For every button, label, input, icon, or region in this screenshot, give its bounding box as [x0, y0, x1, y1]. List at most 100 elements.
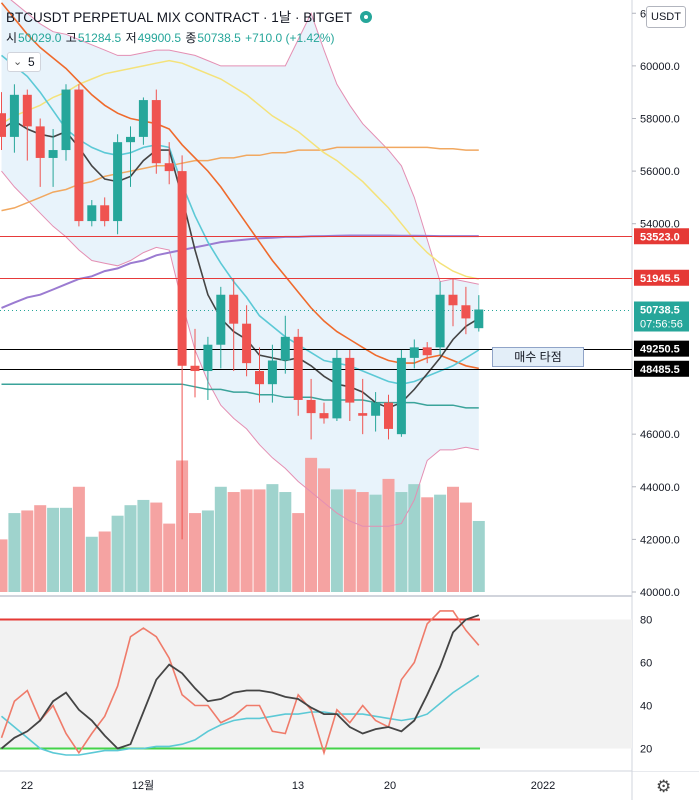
candle-body	[280, 336, 290, 361]
gear-icon[interactable]: ⚙	[656, 777, 672, 796]
volume-bar	[98, 531, 111, 592]
candle-body	[22, 94, 32, 127]
price-tick-label: 60000.0	[640, 61, 680, 73]
candle-body	[345, 357, 355, 403]
volume-bar	[330, 489, 343, 592]
close-label: 종	[185, 31, 197, 45]
candle-body	[48, 150, 58, 158]
volume-bar	[85, 536, 98, 592]
candle-body	[164, 163, 174, 172]
candle-body	[138, 100, 148, 137]
chart-header: BTCUSDT PERPETUAL MIX CONTRACT · 1날 · BI…	[6, 6, 372, 26]
stoch-tick-label: 80	[640, 615, 652, 627]
last-price-label: 50738.5	[640, 305, 680, 317]
stoch-d-line	[0, 614, 480, 750]
candle-body	[422, 347, 432, 356]
stoch-k-line	[0, 610, 480, 756]
volume-bar	[459, 502, 472, 592]
volume-bar	[60, 507, 72, 592]
volume-bar	[292, 513, 305, 592]
price-tick-label: 44000.0	[640, 482, 680, 494]
symbol-title[interactable]: BTCUSDT PERPETUAL MIX CONTRACT · 1날 · BI…	[6, 10, 352, 25]
candle-body	[474, 309, 484, 329]
volume-bar	[382, 478, 395, 592]
candle-body	[319, 413, 329, 419]
candle-body	[396, 357, 406, 435]
time-tick-label: 12월	[132, 779, 154, 792]
volume-bar	[201, 510, 214, 592]
bollinger-band-fill	[1, 0, 479, 527]
volume-bar	[266, 484, 279, 592]
candle-body	[100, 205, 110, 222]
level-badge-label: 49250.5	[640, 344, 680, 356]
volume-bar	[318, 468, 330, 592]
candle-body	[229, 294, 239, 324]
low-value: 49900.5	[137, 31, 181, 45]
time-tick-label: 22	[21, 780, 33, 792]
candle-body	[61, 89, 71, 151]
candle-body	[435, 294, 445, 348]
bollinger-lower-line	[1, 170, 479, 527]
level-badge	[634, 360, 689, 377]
candle-body	[126, 136, 135, 143]
level-badge-label: 48485.5	[640, 364, 680, 376]
level-badge	[634, 340, 689, 357]
ohlc-readout: 시50029.0 고51284.5 저49900.5 종50738.5 +710…	[6, 29, 336, 46]
candle-body	[74, 89, 84, 222]
indicators-toggle[interactable]: ⌄ 5	[7, 52, 41, 72]
candle-body	[332, 357, 342, 419]
market-open-icon	[359, 11, 372, 23]
close-value: 50738.5	[197, 31, 241, 45]
candle-body	[384, 402, 393, 429]
candle-body	[87, 205, 97, 222]
volume-bar	[369, 494, 382, 592]
price-tick-label: 42000.0	[640, 534, 680, 546]
candle-body	[0, 113, 6, 137]
candle-body	[306, 399, 316, 414]
volume-bar	[150, 502, 163, 592]
volume-bar	[137, 499, 150, 592]
price-tick-label: 54000.0	[640, 219, 680, 231]
volume-bar	[305, 457, 318, 592]
open-label: 시	[6, 31, 18, 45]
high-label: 고	[65, 31, 77, 45]
level-badge-label: 51945.5	[640, 273, 680, 285]
time-tick-label: 13	[292, 780, 304, 792]
chevron-down-icon: ⌄	[13, 56, 23, 68]
volume-bar	[0, 539, 8, 592]
low-label: 저	[125, 31, 137, 45]
candle-body	[242, 323, 252, 364]
volume-bar	[472, 520, 485, 592]
price-tick-label: 58000.0	[640, 113, 680, 125]
volume-bar	[408, 484, 421, 592]
candle-body	[267, 360, 277, 385]
candle-body	[35, 126, 45, 158]
level-badge	[634, 228, 689, 245]
volume-bar	[21, 510, 34, 592]
indicator-count: 5	[28, 55, 35, 69]
buy-point-label[interactable]: 매수 타점	[492, 347, 584, 367]
volume-bar	[214, 486, 227, 592]
price-tick-label: 56000.0	[640, 166, 680, 178]
candle-body	[409, 347, 419, 358]
volume-bar	[72, 486, 85, 592]
candle-body	[203, 344, 213, 372]
level-badge	[634, 269, 689, 286]
currency-button[interactable]: USDT	[646, 6, 686, 28]
bollinger-upper-line	[10, 0, 479, 285]
candle-body	[371, 402, 381, 416]
volume-bar	[447, 486, 459, 592]
price-tick-label: 40000.0	[640, 587, 680, 599]
volume-bar	[434, 494, 447, 592]
volume-bar	[34, 505, 47, 592]
volume-bar	[189, 513, 201, 592]
volume-bar	[47, 507, 60, 592]
stoch-signal-line	[0, 674, 480, 756]
countdown-label: 07:56:56	[640, 319, 683, 331]
candle-body	[9, 94, 19, 137]
price-tick-label: 46000.0	[640, 429, 680, 441]
volume-bar	[253, 489, 266, 592]
stoch-tick-label: 40	[640, 701, 652, 713]
candle-body	[255, 371, 264, 385]
